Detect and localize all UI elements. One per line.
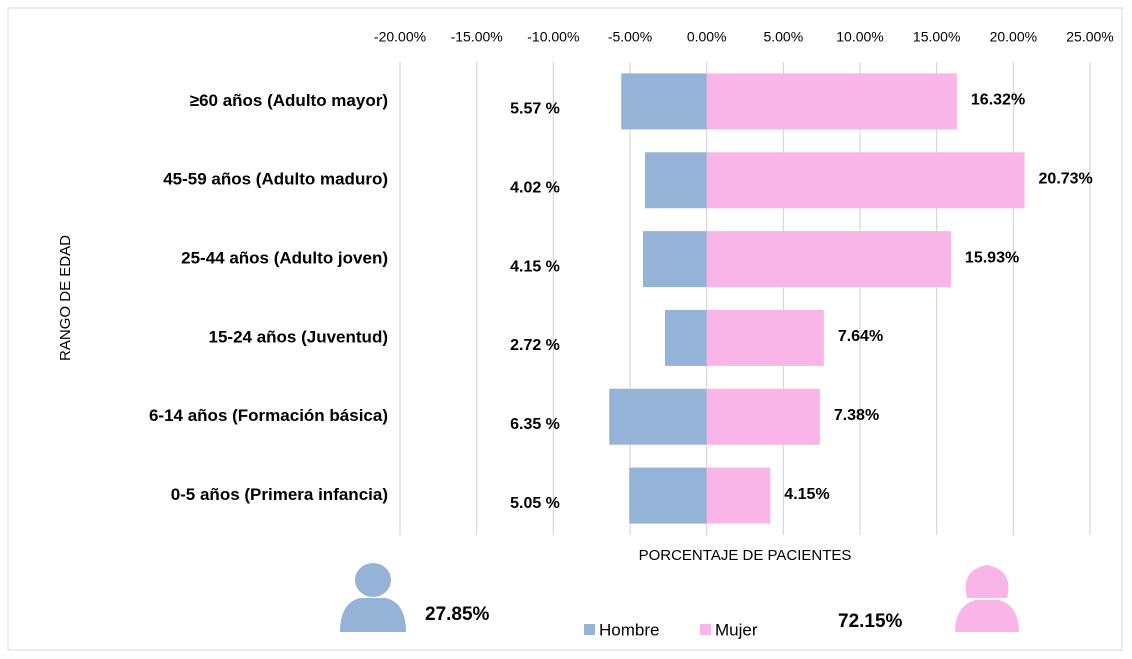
legend-swatch <box>700 624 711 635</box>
data-label: 4.15% <box>784 486 829 503</box>
bar <box>609 388 707 445</box>
data-label: 7.38% <box>834 407 879 424</box>
x-tick-label: 25.00% <box>1066 29 1113 45</box>
data-label: 2.72 % <box>510 337 560 354</box>
x-axis-label: PORCENTAJE DE PACIENTES <box>639 547 852 564</box>
x-tick-label: -5.00% <box>608 29 652 45</box>
male-total: 27.85% <box>425 604 490 625</box>
x-tick-label: 5.00% <box>763 29 803 45</box>
bar <box>706 467 771 524</box>
data-label: 6.35 % <box>510 416 560 433</box>
y-tick-label: 0-5 años (Primera infancia) <box>171 485 388 504</box>
bar <box>621 73 707 130</box>
female-icon <box>955 565 1019 632</box>
y-tick-label: 15-24 años (Juventud) <box>209 327 389 346</box>
bar <box>643 231 707 288</box>
data-label: 7.64% <box>838 328 883 345</box>
bar <box>664 309 707 366</box>
y-tick-label: 6-14 años (Formación básica) <box>149 406 388 425</box>
x-tick-label: -15.00% <box>451 29 503 45</box>
x-tick-label: 20.00% <box>990 29 1037 45</box>
grid <box>399 62 1091 535</box>
bar <box>706 388 820 445</box>
x-tick-label: 0.00% <box>687 29 727 45</box>
female-total: 72.15% <box>838 611 903 632</box>
bar <box>706 152 1025 209</box>
y-tick-label: ≥60 años (Adulto mayor) <box>190 91 388 110</box>
data-label: 5.05 % <box>510 495 560 512</box>
legend-swatch <box>584 624 595 635</box>
data-label: 20.73% <box>1039 170 1093 187</box>
bar <box>706 309 824 366</box>
y-axis-label: RANGO DE EDAD <box>57 235 74 361</box>
y-tick-label: 25-44 años (Adulto joven) <box>181 249 388 268</box>
legend-label: Hombre <box>599 620 659 639</box>
x-tick-label: -10.00% <box>527 29 579 45</box>
data-label: 4.02 % <box>510 179 560 196</box>
x-tick-label: 15.00% <box>913 29 960 45</box>
data-label: 4.15 % <box>510 258 560 275</box>
x-tick-label: 10.00% <box>836 29 883 45</box>
data-label: 5.57 % <box>510 101 560 118</box>
bar <box>706 73 957 130</box>
chart-frame <box>7 7 1123 651</box>
male-icon <box>340 563 406 632</box>
bar <box>629 467 707 524</box>
x-tick-label: -20.00% <box>374 29 426 45</box>
bar <box>706 231 951 288</box>
legend-label: Mujer <box>715 620 758 639</box>
y-tick-label: 45-59 años (Adulto maduro) <box>163 170 388 189</box>
bar <box>645 152 707 209</box>
data-label: 16.32% <box>971 92 1025 109</box>
data-label: 15.93% <box>965 249 1019 266</box>
